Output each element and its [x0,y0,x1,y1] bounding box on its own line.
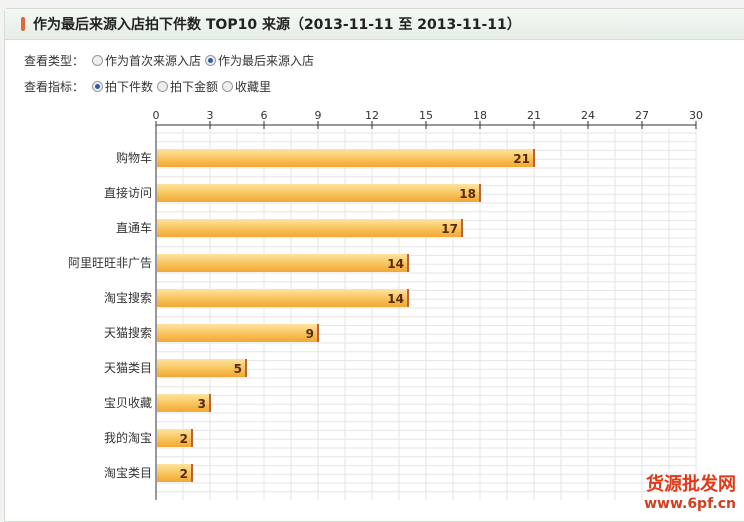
watermark: 货源批发网 www.6pf.cn [644,474,736,512]
radio-order-count[interactable] [92,81,104,92]
radio-favorites[interactable] [222,81,234,92]
radio-order-count-label[interactable]: 拍下件数 [105,80,154,94]
data-label: 2 [180,467,188,481]
data-label: 5 [234,362,242,376]
data-label: 14 [387,257,404,271]
category-label: 阿里旺旺非广告 [68,256,152,270]
x-tick-label: 0 [153,109,160,122]
x-tick-label: 30 [689,109,703,122]
data-label: 3 [198,397,206,411]
x-tick-label: 27 [635,109,649,122]
bar [157,184,480,202]
data-label: 14 [387,292,404,306]
bar [157,324,318,342]
header-marker-icon [21,17,25,31]
bar [157,254,408,272]
bar [157,289,408,307]
data-label: 21 [513,152,530,166]
bar [157,149,534,167]
x-tick-label: 6 [261,109,268,122]
category-label: 天猫搜索 [104,325,152,340]
category-label: 购物车 [116,150,152,165]
category-label: 直接访问 [104,185,152,200]
x-tick-label: 24 [581,109,595,122]
data-label: 2 [180,432,188,446]
bar [157,219,462,237]
type-filter-label: 查看类型： [24,54,85,68]
x-tick-label: 9 [315,109,322,122]
panel-title: 作为最后来源入店拍下件数 TOP10 来源（2013-11-11 至 2013-… [33,17,521,33]
bar [157,464,192,482]
metric-filter: 查看指标： 拍下件数 拍下金额 收藏里 [24,78,271,95]
radio-first-source[interactable] [92,55,104,66]
data-label: 17 [441,222,458,236]
category-label: 我的淘宝 [104,430,152,445]
category-label: 直通车 [116,220,152,235]
data-label: 18 [459,187,476,201]
type-filter: 查看类型： 作为首次来源入店 作为最后来源入店 [24,52,314,69]
panel-header: 作为最后来源入店拍下件数 TOP10 来源（2013-11-11 至 2013-… [5,9,744,40]
radio-last-source[interactable] [205,55,217,66]
x-tick-label: 21 [527,109,541,122]
bar [157,394,210,412]
radio-first-source-label[interactable]: 作为首次来源入店 [105,54,202,68]
x-tick-label: 15 [419,109,433,122]
category-label: 宝贝收藏 [104,396,152,410]
x-tick-label: 3 [207,109,214,122]
radio-order-amount[interactable] [157,81,169,92]
chart-panel: 作为最后来源入店拍下件数 TOP10 来源（2013-11-11 至 2013-… [4,8,744,522]
category-label: 天猫类目 [104,361,152,375]
radio-favorites-label[interactable]: 收藏里 [235,80,272,94]
category-label: 淘宝类目 [104,466,152,480]
category-label: 淘宝搜索 [104,290,152,305]
bar [157,359,246,377]
x-tick-label: 12 [365,109,379,122]
metric-filter-label: 查看指标： [24,80,85,94]
radio-last-source-label[interactable]: 作为最后来源入店 [218,54,315,68]
data-label: 9 [306,327,314,341]
radio-order-amount-label[interactable]: 拍下金额 [170,80,219,94]
bar [157,429,192,447]
x-tick-label: 18 [473,109,487,122]
